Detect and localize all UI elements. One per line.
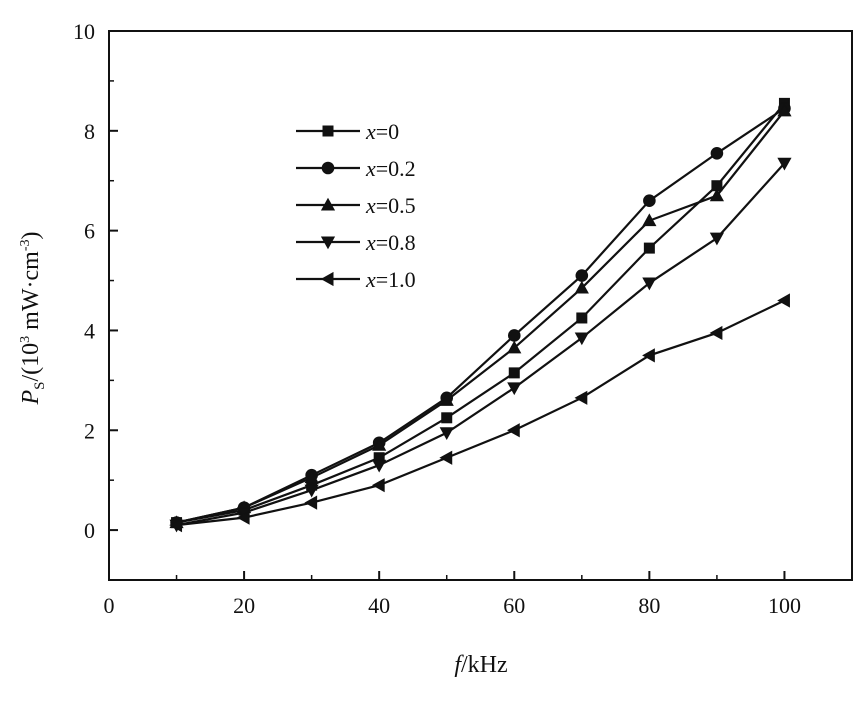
data-point [440, 428, 453, 439]
x-tick-label: 60 [503, 593, 525, 618]
series-line [177, 108, 785, 522]
data-point [711, 233, 724, 244]
x-tick-label: 40 [368, 593, 390, 618]
plot-frame [109, 31, 852, 580]
data-point [440, 451, 451, 464]
series-1 [171, 103, 791, 529]
y-tick-label: 8 [84, 119, 95, 144]
axis-tick-labels: 0 20 40 60 80 100 0 2 4 6 8 10 [73, 19, 801, 618]
data-point [577, 313, 587, 323]
legend: x=0 x=0.2 x=0.5 x=0.8 x=1.0 [296, 119, 416, 292]
data-point [305, 496, 316, 509]
series-3 [170, 158, 790, 531]
y-tick-label: 10 [73, 19, 95, 44]
series-0 [172, 98, 790, 527]
series-line [177, 301, 785, 526]
data-point [711, 147, 723, 159]
y-tick-label: 4 [84, 318, 95, 343]
x-tick-label: 100 [768, 593, 801, 618]
legend-label: x=1.0 [365, 267, 416, 292]
y-tick-label: 2 [84, 418, 95, 443]
legend-item: x=0.8 [296, 230, 416, 255]
legend-item: x=0.2 [296, 156, 416, 181]
x-axis-title: f/kHz [454, 652, 507, 678]
data-point [644, 195, 656, 207]
legend-label: x=0 [365, 119, 399, 144]
data-point [576, 270, 588, 282]
data-point [509, 368, 519, 378]
data-point [442, 413, 452, 423]
legend-label: x=0.2 [365, 156, 416, 181]
legend-marker [322, 162, 334, 174]
y-tick-label: 6 [84, 219, 95, 244]
y-tick-label: 0 [84, 518, 95, 543]
series-line [177, 103, 785, 522]
x-tick-label: 80 [638, 593, 660, 618]
data-point [644, 243, 654, 253]
legend-marker [322, 273, 333, 286]
y-axis-title: PS/(103 mW·cm-3) [18, 232, 48, 406]
data-point [373, 479, 384, 492]
legend-marker [323, 126, 333, 136]
legend-item: x=0 [296, 119, 399, 144]
legend-item: x=1.0 [296, 267, 416, 292]
x-tick-label: 0 [104, 593, 115, 618]
data-point [508, 424, 519, 437]
legend-item: x=0.5 [296, 193, 416, 218]
legend-label: x=0.5 [365, 193, 416, 218]
series-line [177, 163, 785, 525]
data-point [778, 294, 789, 307]
x-tick-label: 20 [233, 593, 255, 618]
legend-label: x=0.8 [365, 230, 416, 255]
series-4 [170, 294, 789, 531]
data-point [508, 330, 520, 342]
data-point [508, 383, 520, 394]
data-point [576, 392, 587, 405]
series-line [177, 111, 785, 523]
axis-ticks [109, 31, 784, 580]
data-point [643, 349, 654, 362]
series-layer [170, 98, 790, 531]
data-point [711, 327, 722, 340]
